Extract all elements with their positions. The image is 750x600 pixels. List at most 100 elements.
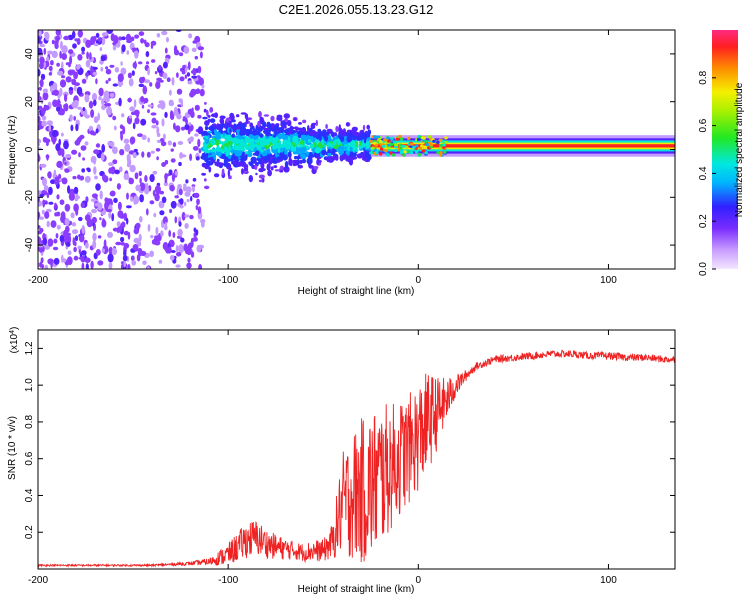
spectrogram-transition-mark <box>209 107 214 113</box>
spectrogram-noise-mark <box>173 122 176 130</box>
spectrogram-noise-mark <box>146 266 150 269</box>
spectrogram-transition-mark <box>254 164 258 170</box>
spectrogram-noise-mark <box>188 122 192 127</box>
spectrogram-noise-mark <box>38 138 41 143</box>
spectrogram-transition-mark <box>216 123 220 131</box>
spectrogram-noise-mark <box>69 188 75 198</box>
spectrogram-noise-mark <box>69 55 73 65</box>
spectrogram-noise-mark <box>130 196 134 202</box>
spectrogram-noise-mark <box>141 134 147 140</box>
spectrogram-transition-mark <box>327 148 331 154</box>
spectrogram-transition-mark <box>216 158 220 163</box>
spectrogram-transition-mark <box>272 134 277 138</box>
spectrogram-transition-mark <box>251 129 258 136</box>
snr-x-label: Height of straight line (km) <box>298 584 415 595</box>
spectrogram-noise-mark <box>59 87 63 97</box>
spectrogram-noise-mark <box>170 148 174 152</box>
spectrogram-noise-mark <box>59 199 65 205</box>
spectrogram-noise-mark <box>60 211 66 220</box>
spectrogram-transition-mark <box>203 137 207 140</box>
spectrogram-noise-mark <box>162 72 168 79</box>
spectrogram-noise-mark <box>80 250 87 256</box>
colorbar-tick-label: 0.6 <box>698 118 709 132</box>
spectrogram-noise-mark <box>123 138 130 144</box>
spectrogram-noise-mark <box>184 74 188 79</box>
snr-frame <box>37 329 676 570</box>
spectrogram-noise-mark <box>114 169 120 174</box>
spectrogram-transition-mark <box>340 137 344 143</box>
spectrogram-transition-mark <box>310 143 314 149</box>
spectrogram-y-tick-label: -40 <box>24 237 35 252</box>
spectrogram-noise-mark <box>93 43 99 47</box>
spectrogram-noise-mark <box>151 117 157 124</box>
spectrogram-tone-mark <box>398 143 403 147</box>
spectrogram-noise-mark <box>95 32 100 38</box>
spectrogram-noise-mark <box>166 77 171 83</box>
spectrogram-noise-mark <box>151 59 156 63</box>
spectrogram-noise-mark <box>38 115 41 124</box>
spectrogram-noise-mark <box>53 238 58 244</box>
spectrogram-noise-mark <box>179 198 184 205</box>
spectrogram-transition-mark <box>261 147 266 150</box>
spectrogram-transition-mark <box>244 151 249 154</box>
spectrogram-noise-mark <box>158 64 162 71</box>
spectrogram-noise-mark <box>152 189 156 197</box>
spectrogram-noise-mark <box>106 106 113 116</box>
spectrogram-noise-mark <box>64 218 70 226</box>
spectrogram-noise-mark <box>131 70 135 76</box>
spectrogram-noise-mark <box>53 89 59 96</box>
spectrogram-transition-mark <box>237 139 240 142</box>
snr-series-line <box>38 349 675 568</box>
spectrogram-noise-mark <box>40 73 46 81</box>
spectrogram-noise-mark <box>39 56 45 64</box>
spectrogram-noise-mark <box>105 208 112 213</box>
spectrogram-noise-mark <box>140 250 147 257</box>
spectrogram-noise-mark <box>64 168 70 173</box>
spectrogram-noise-mark <box>46 154 49 161</box>
spectrogram-noise-mark <box>38 236 42 245</box>
spectrogram-noise-mark <box>174 49 180 56</box>
spectrogram-noise-mark <box>65 241 71 247</box>
spectrogram-noise-mark <box>111 213 115 222</box>
spectrogram-transition-mark <box>249 161 254 167</box>
spectrogram-noise-mark <box>90 198 97 202</box>
spectrogram-noise-mark <box>133 148 138 153</box>
spectrogram-noise-mark <box>175 244 179 253</box>
spectrogram-noise-mark <box>133 227 139 235</box>
spectrogram-noise-mark <box>149 200 155 205</box>
spectrogram-transition-mark <box>260 138 266 145</box>
spectrogram-noise-mark <box>160 230 164 237</box>
spectrogram-tone-mark <box>375 150 379 154</box>
spectrogram-transition-mark <box>307 139 311 143</box>
spectrogram-noise-mark <box>112 159 118 165</box>
spectrogram-noise-mark <box>122 255 128 262</box>
spectrogram-transition-mark <box>279 169 284 173</box>
spectrogram-noise-mark <box>41 115 47 121</box>
spectrogram-transition-mark <box>284 118 288 123</box>
spectrogram-noise-mark <box>90 260 94 269</box>
spectrogram-noise-mark <box>41 120 47 127</box>
spectrogram-noise-mark <box>74 99 79 107</box>
spectrogram-tone-mark <box>374 143 379 147</box>
spectrogram-noise-mark <box>136 254 141 262</box>
snr-y-tick-label: 0.2 <box>24 525 35 539</box>
spectrogram-transition-mark <box>278 126 285 134</box>
spectrogram-noise-mark <box>41 209 45 215</box>
spectrogram-noise-mark <box>175 30 182 33</box>
spectrogram-noise-mark <box>108 162 114 167</box>
spectrogram-noise-mark <box>120 67 127 76</box>
spectrogram-transition-mark <box>206 151 209 158</box>
spectrogram-noise-mark <box>149 82 153 87</box>
spectrogram-noise-mark <box>134 172 139 180</box>
spectrogram-noise-mark <box>44 31 50 41</box>
spectrogram-noise-mark <box>190 251 195 258</box>
spectrogram-transition-mark <box>285 146 291 150</box>
spectrogram-noise-mark <box>136 240 142 247</box>
spectrogram-transition-mark <box>270 123 275 126</box>
spectrogram-x-tick-label: -100 <box>218 275 238 286</box>
spectrogram-transition-mark <box>286 119 292 127</box>
spectrogram-noise-mark <box>195 156 200 161</box>
spectrogram-noise-mark <box>162 61 168 69</box>
spectrogram-noise-mark <box>161 162 167 167</box>
